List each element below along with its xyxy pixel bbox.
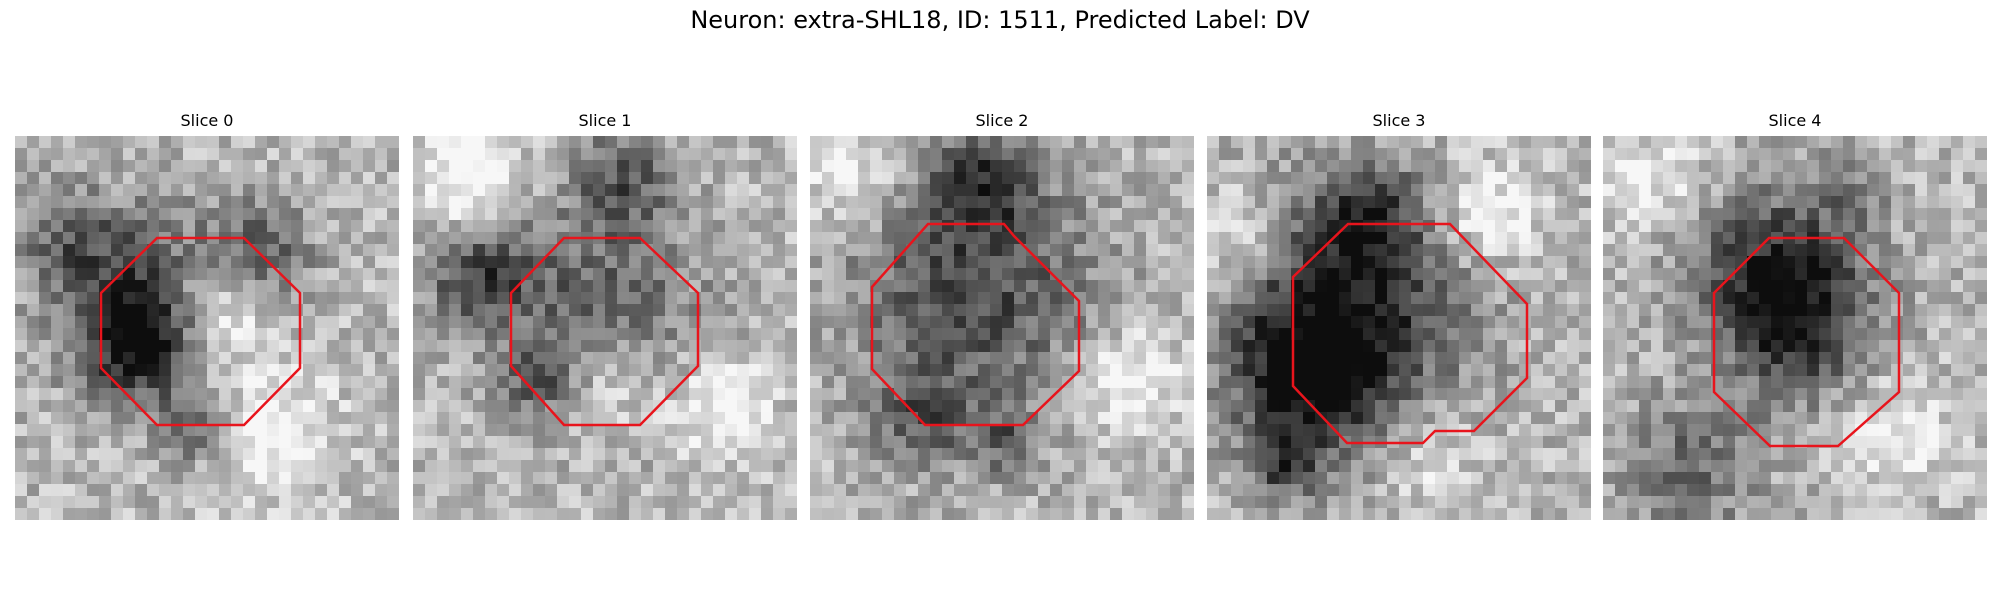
slice-title: Slice 1: [578, 111, 632, 130]
roi-outline: [509, 236, 700, 427]
roi-outline-overlay: [1712, 236, 1901, 448]
slice-title: Slice 2: [975, 111, 1029, 130]
figure-title: Neuron: extra-SHL18, ID: 1511, Predicted…: [690, 6, 1310, 34]
roi-outline-overlay: [509, 236, 700, 427]
slice-panel-0: Slice 0: [15, 108, 399, 520]
slice-panel-4: Slice 4: [1603, 108, 1987, 520]
slice-image: [810, 136, 1194, 520]
roi-outline: [1291, 222, 1529, 445]
roi-outline-overlay: [1291, 222, 1529, 445]
slice-panel-2: Slice 2: [810, 108, 1194, 520]
grayscale-tile-image: [15, 136, 399, 520]
slice-panel-3: Slice 3: [1207, 108, 1591, 520]
slice-image: [1207, 136, 1591, 520]
roi-outline-overlay: [99, 236, 302, 427]
grayscale-tile-image: [1603, 136, 1987, 520]
grayscale-tile-image: [413, 136, 797, 520]
roi-outline: [870, 222, 1081, 427]
slice-image: [413, 136, 797, 520]
roi-outline: [1712, 236, 1901, 448]
slice-title: Slice 3: [1372, 111, 1426, 130]
grayscale-tile-image: [810, 136, 1194, 520]
roi-outline: [99, 236, 302, 427]
slice-image: [15, 136, 399, 520]
slice-title: Slice 4: [1768, 111, 1822, 130]
slice-panel-1: Slice 1: [413, 108, 797, 520]
slice-title: Slice 0: [180, 111, 234, 130]
roi-outline-overlay: [870, 222, 1081, 427]
slice-image: [1603, 136, 1987, 520]
